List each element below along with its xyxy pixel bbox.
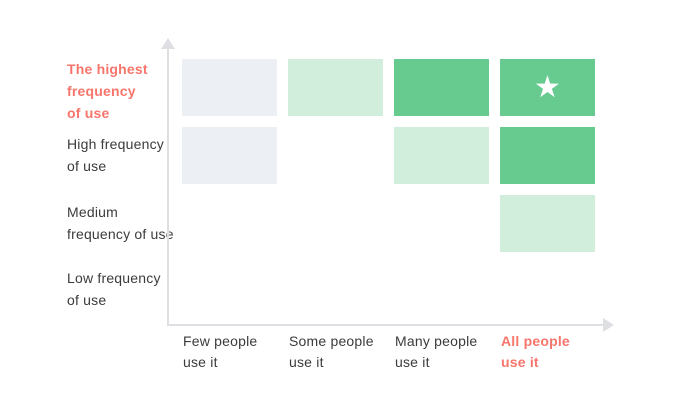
matrix-cell: ★ <box>500 59 595 116</box>
matrix-cell <box>394 59 489 116</box>
x-axis-label: All people use it <box>501 331 570 373</box>
y-axis-label-line: Low frequency <box>67 270 161 286</box>
x-axis-label: Some people use it <box>289 331 374 373</box>
x-axis-label-line: All people <box>501 333 570 349</box>
y-axis-label-line: of use <box>67 292 107 308</box>
star-icon: ★ <box>534 69 561 105</box>
x-axis-label-line: use it <box>501 354 539 370</box>
x-axis-label-line: Many people <box>395 333 478 349</box>
x-axis-label-line: use it <box>289 354 324 370</box>
y-axis-label-line: of use <box>67 105 110 121</box>
y-axis-label-line: frequency of use <box>67 226 174 242</box>
y-axis-label: High frequency of use <box>67 133 164 177</box>
y-axis-line <box>167 47 169 326</box>
matrix-cell <box>288 59 383 116</box>
matrix-cell <box>394 127 489 184</box>
y-axis-label-line: High frequency <box>67 136 164 152</box>
matrix-cell <box>500 127 595 184</box>
x-axis-arrow-icon <box>603 318 614 332</box>
y-axis-label: Medium frequency of use <box>67 201 174 245</box>
x-axis-label-line: use it <box>395 354 430 370</box>
x-axis-label-line: Few people <box>183 333 258 349</box>
y-axis-label: Low frequency of use <box>67 267 161 311</box>
x-axis-label-line: Some people <box>289 333 374 349</box>
y-axis-label-line: frequency <box>67 83 136 99</box>
matrix-cell <box>182 127 277 184</box>
matrix-cell <box>500 195 595 252</box>
y-axis-label-line: Medium <box>67 204 118 220</box>
x-axis-label-line: use it <box>183 354 218 370</box>
x-axis-line <box>167 324 604 326</box>
y-axis-label-line: of use <box>67 158 107 174</box>
x-axis-label: Few people use it <box>183 331 257 373</box>
matrix-cell <box>182 59 277 116</box>
y-axis-label: The highest frequency of use <box>67 58 148 124</box>
y-axis-label-line: The highest <box>67 61 148 77</box>
x-axis-label: Many people use it <box>395 331 477 373</box>
y-axis-arrow-icon <box>161 38 175 49</box>
